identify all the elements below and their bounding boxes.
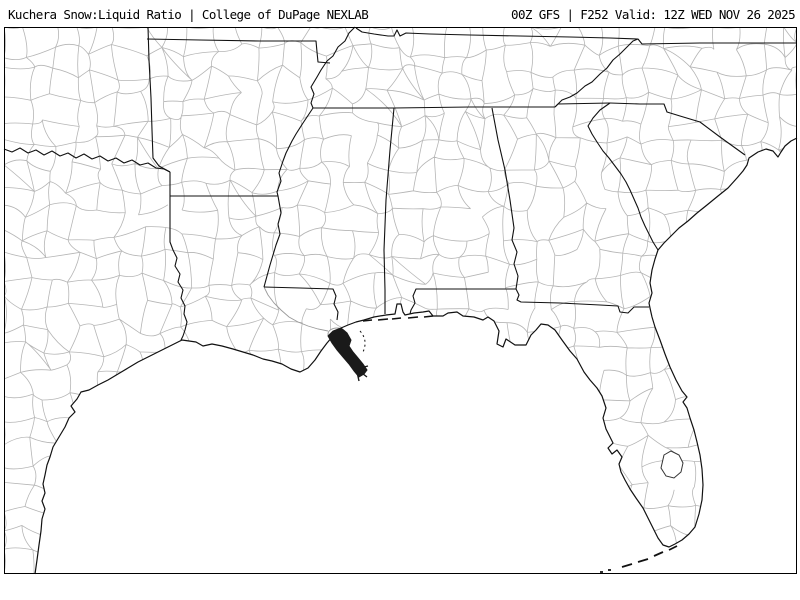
mississippi-delta xyxy=(327,327,369,382)
map-header: Kuchera Snow:Liquid Ratio | College of D… xyxy=(0,0,800,27)
state-boundaries xyxy=(3,26,797,341)
coastline xyxy=(34,137,798,575)
product-title: Kuchera Snow:Liquid Ratio | College of D… xyxy=(8,7,369,22)
map-border xyxy=(4,27,797,574)
lake-okeechobee xyxy=(660,450,684,479)
barrier-islands xyxy=(359,315,434,355)
model-run-valid-time: 00Z GFS | F252 Valid: 12Z WED NOV 26 202… xyxy=(511,7,796,22)
river-lines xyxy=(263,286,329,332)
florida-keys xyxy=(600,545,678,573)
